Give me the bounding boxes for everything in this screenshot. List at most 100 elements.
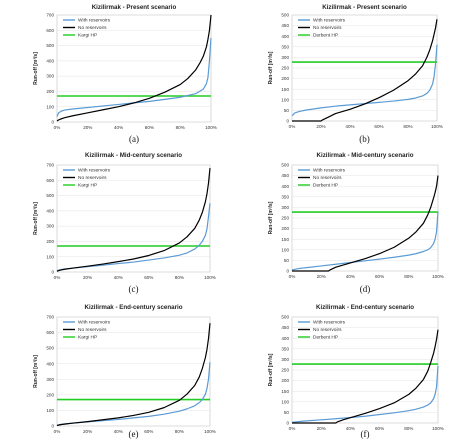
y-tick-label: 150: [281, 237, 289, 242]
legend-label: Kargi HP: [78, 33, 97, 39]
y-tick-label: 500: [46, 193, 54, 198]
x-tick-label: 60%: [375, 426, 384, 431]
y-tick-label: 250: [281, 368, 289, 373]
chart-title: Kizilirmak - Mid-century scenario: [317, 152, 414, 159]
y-tick-label: 700: [46, 13, 54, 18]
legend-label: With reservoirs: [313, 320, 346, 326]
x-tick-label: 80%: [403, 124, 412, 129]
x-tick-label: 80%: [175, 429, 184, 434]
x-tick-label: 0%: [289, 124, 296, 129]
x-tick-label: 60%: [145, 125, 154, 130]
y-tick-label: 450: [281, 23, 289, 28]
chart-title: Kizilirmak - Mid-century scenario: [85, 152, 182, 159]
legend-label: Derbent HP: [313, 33, 338, 39]
y-tick-label: 500: [281, 315, 289, 320]
y-axis-label: Run-off [m³/s]: [33, 355, 39, 388]
x-tick-label: 20%: [83, 429, 92, 434]
x-tick-label: 0%: [54, 125, 61, 130]
y-tick-label: 0: [286, 421, 289, 426]
x-tick-label: 80%: [175, 275, 184, 280]
panel-letter: (c): [129, 284, 139, 294]
y-axis-label: Run-off [m³/s]: [268, 201, 274, 234]
y-tick-label: 50: [284, 108, 290, 113]
y-axis-label: Run-off [m³/s]: [268, 353, 274, 386]
series-line-no-reservoirs: [292, 329, 439, 424]
y-tick-label: 600: [46, 330, 54, 335]
y-tick-label: 0: [51, 120, 54, 125]
x-tick-label: 20%: [83, 275, 92, 280]
legend-label: With reservoirs: [78, 320, 111, 326]
y-axis-label: Run-off [m³/s]: [33, 202, 39, 235]
y-tick-label: 50: [284, 258, 290, 263]
series-line-no-reservoirs: [292, 19, 438, 122]
legend-label: With reservoirs: [78, 168, 111, 174]
y-tick-label: 50: [284, 410, 290, 415]
series-line-with-reservoirs: [291, 211, 439, 271]
chart-title: Kizilirmak - Present scenario: [322, 4, 407, 11]
y-tick-label: 0: [286, 119, 289, 124]
x-tick-label: 0%: [54, 275, 61, 280]
x-tick-label: 100%: [204, 275, 216, 280]
y-tick-label: 0: [51, 424, 54, 429]
x-tick-label: 100%: [204, 429, 216, 434]
x-tick-label: 60%: [144, 429, 153, 434]
legend-label: No reservoirs: [78, 25, 107, 31]
y-tick-label: 150: [281, 87, 289, 92]
x-tick-label: 20%: [317, 426, 326, 431]
x-tick-label: 40%: [114, 275, 123, 280]
chart-panel-2: Kizilirmak - Present scenario 0 50 100 150 20…: [268, 4, 443, 144]
y-tick-label: 350: [281, 44, 289, 49]
x-tick-label: 20%: [83, 125, 92, 130]
series-line-with-reservoirs: [56, 37, 212, 117]
x-tick-label: 80%: [404, 274, 413, 279]
chart-title: Kizilirmak - Present scenario: [92, 4, 177, 11]
legend-label: No reservoirs: [78, 175, 107, 181]
y-tick-label: 350: [281, 346, 289, 351]
legend-label: Kargi HP: [78, 183, 97, 189]
y-tick-label: 100: [281, 97, 289, 102]
y-tick-label: 200: [281, 226, 289, 231]
y-tick-label: 400: [281, 34, 289, 39]
panel-letter: (a): [129, 134, 139, 144]
y-tick-label: 100: [281, 247, 289, 252]
series-line-no-reservoirs: [56, 168, 211, 272]
x-tick-label: 60%: [374, 124, 383, 129]
y-tick-label: 700: [46, 315, 54, 320]
y-tick-label: 250: [281, 216, 289, 221]
x-tick-label: 80%: [404, 426, 413, 431]
series-line-no-reservoirs: [56, 14, 212, 122]
y-axis-label: Run-off [m³/s]: [33, 52, 39, 85]
y-tick-label: 500: [281, 13, 289, 18]
y-tick-label: 300: [46, 224, 54, 229]
x-tick-label: 100%: [431, 124, 443, 129]
series-line-no-reservoirs: [56, 323, 211, 427]
x-tick-label: 0%: [289, 274, 296, 279]
x-tick-label: 40%: [114, 429, 123, 434]
y-tick-label: 100: [46, 104, 54, 109]
x-tick-label: 40%: [346, 274, 355, 279]
y-axis-label: Run-off [m³/s]: [268, 51, 274, 84]
legend-label: With reservoirs: [313, 168, 346, 174]
y-tick-label: 400: [281, 184, 289, 189]
y-tick-label: 200: [281, 378, 289, 383]
y-tick-label: 500: [46, 43, 54, 48]
chart-panel-3: Kizilirmak - Mid-century scenario 0 100 200…: [33, 152, 216, 294]
y-tick-label: 300: [281, 55, 289, 60]
y-tick-label: 300: [46, 74, 54, 79]
chart-panel-4: Kizilirmak - Mid-century scenario 0 50 100 1…: [268, 152, 444, 294]
x-tick-label: 0%: [54, 429, 61, 434]
x-tick-label: 20%: [316, 124, 325, 129]
legend-label: With reservoirs: [313, 18, 346, 24]
y-tick-label: 450: [281, 173, 289, 178]
y-tick-label: 600: [46, 178, 54, 183]
x-tick-label: 100%: [432, 274, 444, 279]
y-tick-label: 300: [46, 377, 54, 382]
x-tick-label: 0%: [289, 426, 296, 431]
y-tick-label: 100: [46, 408, 54, 413]
x-tick-label: 40%: [345, 124, 354, 129]
